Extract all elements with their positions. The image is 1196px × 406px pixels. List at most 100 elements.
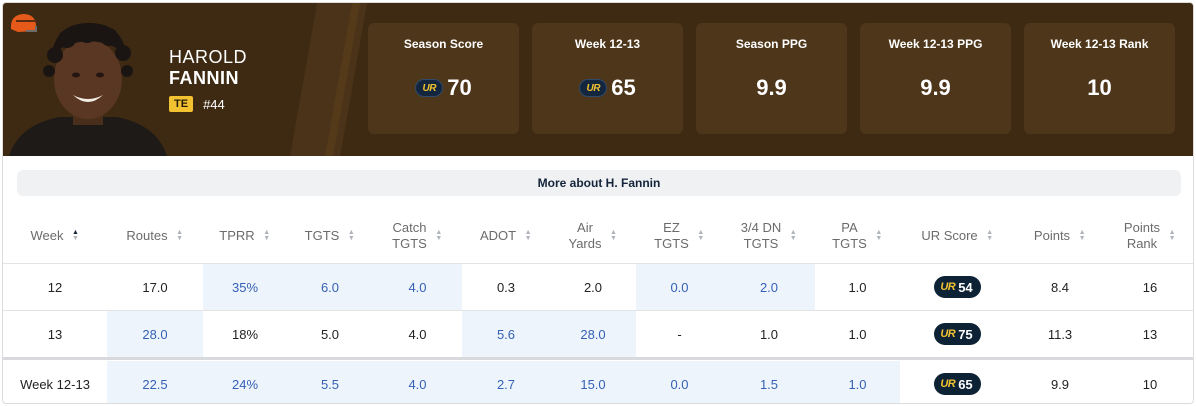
ur-score-icon: UR xyxy=(940,281,956,293)
stat-card: Season Score UR 70 xyxy=(368,23,519,134)
column-header-label: TPRR xyxy=(219,228,255,243)
column-header[interactable]: EZ TGTS ▲ ▼ xyxy=(636,209,723,263)
table-cell: 1.0 xyxy=(759,326,779,342)
table-cell: 0.3 xyxy=(496,279,516,295)
column-header-label: Points Rank xyxy=(1123,220,1161,251)
position-row: TE #44 xyxy=(169,96,225,112)
column-header-label: PA TGTS xyxy=(832,220,867,251)
column-header-label: 3/4 DN TGTS xyxy=(740,220,782,251)
table-cell: 2.0 xyxy=(583,279,603,295)
table-cell: 6.0 xyxy=(287,264,373,310)
table-cell: 28.0 xyxy=(550,311,636,357)
table-cell: 11.3 xyxy=(1047,326,1073,342)
table-cell: 12 xyxy=(47,279,63,295)
ur-score-cell: UR 75 xyxy=(900,311,1015,357)
position-badge: TE xyxy=(169,96,194,112)
stat-card-label: Week 12-13 Rank xyxy=(1050,37,1149,51)
column-header[interactable]: Routes ▲ ▼ xyxy=(107,209,203,263)
table-cell: 1.0 xyxy=(848,279,867,295)
sort-arrows-icon[interactable]: ▲ ▼ xyxy=(610,229,617,242)
stat-card-value: 10 xyxy=(1087,75,1112,100)
column-header-label: ADOT xyxy=(479,228,517,243)
stat-card: Week 12-13 PPG 9.9 xyxy=(860,23,1011,134)
column-header[interactable]: Points Rank ▲ ▼ xyxy=(1105,209,1193,263)
sort-arrows-icon[interactable]: ▲ ▼ xyxy=(789,229,797,242)
stat-card: Season PPG 9.9 xyxy=(696,23,847,134)
table-cell: 5.0 xyxy=(320,326,340,342)
table-cell: 2.7 xyxy=(462,361,550,403)
player-header: HAROLD FANNIN TE #44 Season Score UR 70 Wee… xyxy=(3,3,1193,156)
table-summary-row: Week 12-13 22.5 24% 5.5 4.0 2.7 15.0 0.0 1.5 1.0 U… xyxy=(3,361,1193,403)
column-header[interactable]: TPRR ▲ ▼ xyxy=(203,209,287,263)
column-header-label: Routes xyxy=(126,228,168,243)
table-cell: 10 xyxy=(1142,376,1158,392)
stat-card-value: UR 70 xyxy=(368,75,519,101)
sort-arrows-icon[interactable]: ▲ ▼ xyxy=(435,229,443,242)
sort-arrows-icon[interactable]: ▲ ▼ xyxy=(875,229,883,242)
more-about-player-button[interactable]: More about H. Fannin xyxy=(17,170,1181,196)
table-cell: Week 12-13 xyxy=(20,376,90,392)
table-cell: 13 xyxy=(47,326,63,342)
table-cell: 0.0 xyxy=(636,264,723,310)
ur-score-icon: UR xyxy=(940,328,956,340)
stat-card-label: Season Score xyxy=(403,37,484,51)
table-cell: 1.0 xyxy=(848,326,867,342)
table-cell: 28.0 xyxy=(107,311,203,357)
sort-arrows-icon[interactable]: ▲ ▼ xyxy=(524,229,532,242)
stat-card-value: 9.9 xyxy=(756,75,787,100)
stat-card-value: UR 65 xyxy=(532,75,683,101)
column-header[interactable]: Catch TGTS ▲ ▼ xyxy=(373,209,462,263)
ur-score-icon: UR xyxy=(415,79,444,97)
sort-arrows-icon[interactable]: ▲ ▼ xyxy=(1168,229,1176,242)
table-cell: 15.0 xyxy=(550,361,636,403)
table-cell: 4.0 xyxy=(373,361,462,403)
browns-helmet-logo xyxy=(10,14,37,32)
table-cell: 16 xyxy=(1142,279,1158,295)
sort-arrows-icon[interactable]: ▲ ▼ xyxy=(263,229,271,242)
table-cell: 2.0 xyxy=(723,264,815,310)
table-cell: 24% xyxy=(203,361,287,403)
stat-card-value: 9.9 xyxy=(920,75,951,100)
sort-arrows-icon[interactable]: ▲ ▼ xyxy=(72,229,79,242)
column-header[interactable]: Air Yards ▲ ▼ xyxy=(550,209,636,263)
table-cell: 4.0 xyxy=(373,264,462,310)
stat-card-label: Season PPG xyxy=(735,37,808,51)
ur-score-icon: UR xyxy=(579,79,608,97)
ur-score-cell: UR 54 xyxy=(900,264,1015,310)
table-cell: 22.5 xyxy=(107,361,203,403)
column-header[interactable]: TGTS ▲ ▼ xyxy=(287,209,373,263)
ur-score-badge: UR 54 xyxy=(934,276,981,298)
table-cell: 1.0 xyxy=(815,361,900,403)
sort-arrows-icon[interactable]: ▲ ▼ xyxy=(1078,229,1086,242)
column-header[interactable]: Points ▲ ▼ xyxy=(1015,209,1105,263)
column-header[interactable]: 3/4 DN TGTS ▲ ▼ xyxy=(723,209,815,263)
sort-arrows-icon[interactable]: ▲ ▼ xyxy=(176,229,184,242)
column-header[interactable]: UR Score ▲ ▼ xyxy=(900,209,1015,263)
table-cell: 17.0 xyxy=(142,279,168,295)
column-header[interactable]: PA TGTS ▲ ▼ xyxy=(815,209,900,263)
sort-arrows-icon[interactable]: ▲ ▼ xyxy=(347,229,355,242)
table-row: 13 28.0 18% 5.0 4.0 5.6 28.0-1.0 1.0 UR 75 11.3 13 xyxy=(3,311,1193,357)
column-header-label: Week xyxy=(30,228,64,243)
player-first-name: HAROLD xyxy=(169,47,248,67)
sort-arrows-icon[interactable]: ▲ ▼ xyxy=(986,229,994,242)
column-header-label: Catch TGTS xyxy=(392,220,427,251)
row-divider xyxy=(3,357,1193,360)
column-header[interactable]: ADOT ▲ ▼ xyxy=(462,209,550,263)
jersey-number: #44 xyxy=(203,96,225,112)
player-headshot xyxy=(9,23,167,156)
row-divider xyxy=(3,263,1193,264)
column-header-label: Air Yards xyxy=(568,220,602,251)
table-cell: - xyxy=(677,326,682,342)
ur-score-cell: UR 65 xyxy=(900,361,1015,403)
column-header[interactable]: Week ▲ ▼ xyxy=(3,209,107,263)
player-name: HAROLD FANNIN xyxy=(169,47,247,89)
table-cell: 13 xyxy=(1142,326,1158,342)
stat-card: Week 12-13 Rank 10 xyxy=(1024,23,1175,134)
column-header-label: TGTS xyxy=(304,228,340,243)
ur-score-badge: UR 75 xyxy=(934,323,981,345)
table-cell: 4.0 xyxy=(408,326,427,342)
sort-arrows-icon[interactable]: ▲ ▼ xyxy=(697,229,705,242)
column-header-label: Points xyxy=(1033,228,1071,243)
